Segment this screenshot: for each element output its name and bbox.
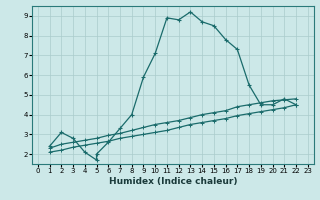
X-axis label: Humidex (Indice chaleur): Humidex (Indice chaleur)	[108, 177, 237, 186]
